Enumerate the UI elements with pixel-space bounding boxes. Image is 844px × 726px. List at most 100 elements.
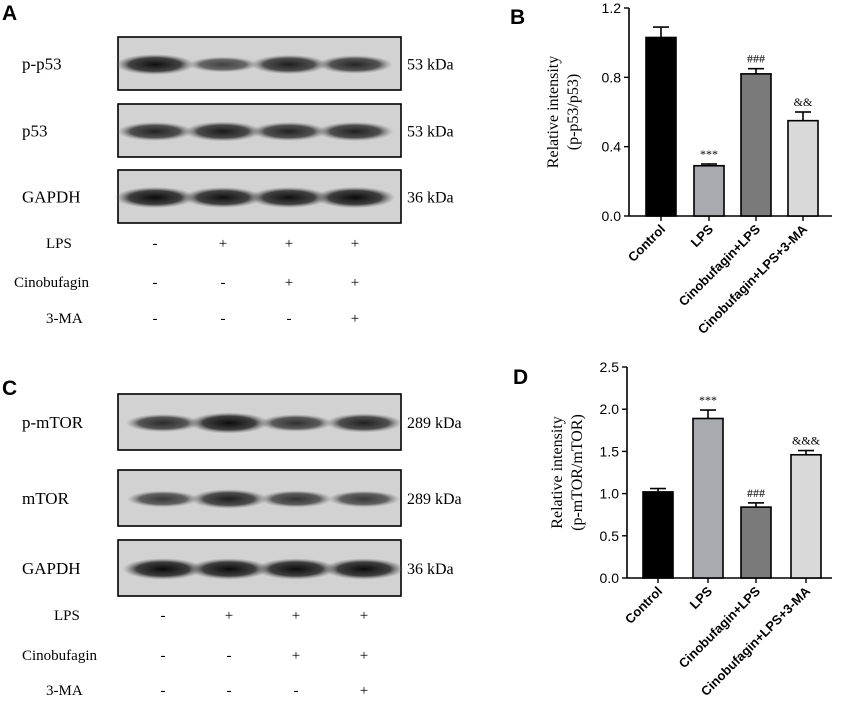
blot-a-treatment-sign: - [153,275,158,291]
blot-c-band [255,558,337,580]
chart-d-significance-label: &&& [792,434,821,448]
blot-a-treatment-sign: + [351,311,359,327]
panel-letter-c: C [2,377,18,400]
blot-c-kda-label: 36 kDa [407,561,454,578]
chart-d-y-axis-label: Relative intensity (p-mTOR/mTOR) [549,414,586,531]
blot-a-treatment-sign: - [287,311,292,327]
blot-c-treatment-label: LPS [54,608,80,624]
blot-a-treatment-sign: + [351,236,359,252]
chart-d-y-tick-label: 1.0 [600,486,620,502]
chart-d-y-tick-label: 2.0 [600,401,620,417]
chart-b-category-label: Control [625,222,668,265]
chart-d-y-tick-label: 1.5 [600,443,620,459]
blot-c-band [327,490,401,508]
blot-c-treatment-sign: - [227,648,232,664]
chart-d-bar [692,417,724,579]
blot-c-band [323,558,405,580]
blot-c-treatment-sign: - [227,683,232,699]
chart-d-category-label: Cinobufagin+LPS [676,583,764,671]
chart-d-significance-label: *** [699,393,717,407]
blot-a-treatment-label: LPS [46,236,72,252]
blot-c-treatment-sign: + [292,648,300,664]
chart-b-y-axis-label: Relative intensity (p-p53/p53) [545,56,582,168]
chart-d-y-axis-label-line: Relative intensity [549,416,566,528]
chart-b-y-tick-label: 0.4 [602,139,622,155]
blot-a-band [187,56,259,73]
chart-b-category-label: LPS [688,221,717,250]
blot-c-band [325,413,403,433]
blot-c-band [126,490,200,508]
blot-c-band [188,412,270,434]
blot-a-kda-label: 36 kDa [407,190,454,207]
chart-b-y-tick-label: 0.0 [602,208,622,224]
chart-b-bar [693,164,725,217]
blot-a-band [114,186,196,209]
chart-b-bar [787,119,819,217]
blot-a-band [316,121,394,142]
chart-d-y-tick-label: 0.5 [600,528,620,544]
blot-c-band [125,413,201,433]
blot-c-row-0: p-mTOR 289 kDa [22,393,462,451]
chart-d-bar [740,506,772,579]
chart-d-y-axis-label-line: (p-mTOR/mTOR) [569,414,586,531]
blot-c-band [259,414,333,432]
chart-b-y-axis-label-line: (p-p53/p53) [565,74,582,150]
panel-letter-b: B [510,6,526,29]
panel-letter-a: A [2,2,18,25]
chart-b-y-axis-label-line: Relative intensity [545,56,562,168]
blot-a-treatment-sign: - [221,275,226,291]
blot-a-treatment-sign: - [153,311,158,327]
chart-b-y-tick-label: 1.2 [602,0,622,16]
chart-b-y-tick-label: 0.8 [602,69,622,85]
chart-d-category-label: Control [622,584,665,627]
blot-c-row-label: GAPDH [22,559,81,578]
chart-b-category-label: Cinobufagin+LPS [676,221,764,309]
blot-a-treatment-sign: + [351,275,359,291]
blot-c-treatment-sign: - [161,683,166,699]
chart-b-bar [645,36,677,217]
blot-c-treatment-label: 3-MA [46,683,83,699]
blot-a-treatment-label: 3-MA [46,311,83,327]
blot-c-band [190,489,268,509]
blot-a-treatment-sign: + [285,236,293,252]
chart-b-significance-label: *** [700,147,718,161]
blot-a-band [250,122,328,141]
chart-b-chart: 0.0 0.4 0.8 1.2 Relative intensity (p-p53/p53… [545,0,832,337]
blot-a-band [115,54,195,75]
blot-a-row-0: p-p53 53 kDa [22,36,454,91]
blot-c-treatment-sign: - [161,648,166,664]
blot-c-band [122,558,204,580]
blot-a-band [248,186,330,209]
chart-d-significance-label: ### [747,486,765,500]
chart-d-y-tick-label: 2.5 [600,359,620,375]
blot-c-row-1: mTOR 289 kDa [22,469,462,527]
blot-a-band [183,187,263,208]
blot-c-treatment-sign: - [161,608,166,624]
blot-c-row-2: GAPDH 36 kDa [22,539,454,597]
blot-a-kda-label: 53 kDa [407,124,454,141]
blot-a-row-label: p53 [22,122,48,141]
blot-a-treatment-sign: - [221,311,226,327]
blot-a-kda-label: 53 kDa [407,57,454,74]
chart-d-y-tick-label: 0.0 [600,570,620,586]
blot-c-treatment-sign: + [360,683,368,699]
chart-b-significance-label: ### [747,52,765,66]
blot-a-band [317,55,393,74]
blot-a-treatment-label: Cinobufagin [14,275,89,291]
chart-d-bar [642,491,674,579]
blot-c-treatment-sign: + [292,608,300,624]
blot-a-treatment-sign: + [285,275,293,291]
blot-c-treatment-sign: + [360,608,368,624]
blot-a-row-2: GAPDH 36 kDa [22,169,454,224]
chart-d-chart: 0.0 0.5 1.0 1.5 2.0 2.5 Relative intensity (p-m… [549,359,832,699]
blot-a-row-label: GAPDH [22,188,81,207]
blot-a-band [183,121,263,142]
blot-a-row-label: p-p53 [22,55,62,74]
blot-a-band [250,54,328,75]
blot-c-treatment-sign: + [360,648,368,664]
blot-a-row-1: p53 53 kDa [22,103,454,158]
blot-c-treatment-sign: - [294,683,299,699]
blot-c-row-label: mTOR [22,489,70,508]
panel-letter-d: D [513,366,529,389]
